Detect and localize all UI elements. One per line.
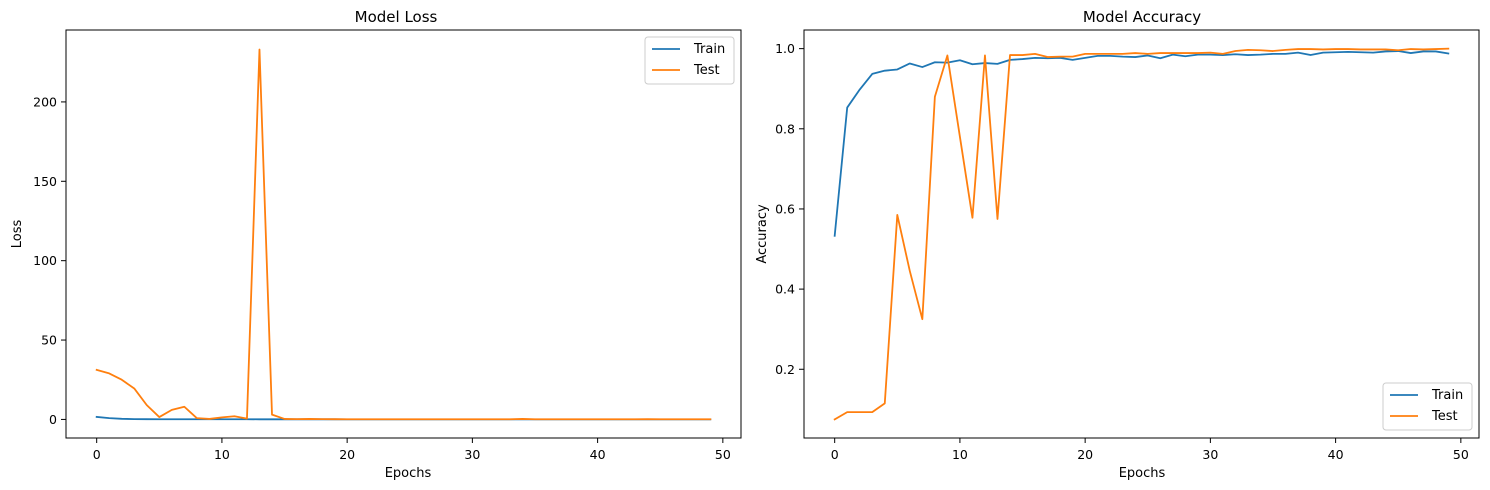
- loss-chart-title: Model Loss: [355, 8, 438, 26]
- accuracy-chart-frame: [803, 29, 1480, 439]
- accuracy-xtick-label-30: 30: [1202, 447, 1218, 462]
- accuracy-chart-title: Model Accuracy: [1083, 8, 1201, 26]
- loss-ytick-label-0: 0: [49, 412, 57, 427]
- loss-chart-ylabel: Loss: [10, 220, 25, 249]
- loss-ytick-label-1: 50: [41, 333, 57, 348]
- accuracy-legend-test-label: Test: [1431, 409, 1458, 424]
- loss-series-test-line: [95, 48, 712, 421]
- loss-ytick-label-3: 150: [33, 174, 57, 189]
- loss-chart-xlabel: Epochs: [385, 466, 432, 481]
- accuracy-ytick-label-1: 0.4: [775, 282, 795, 297]
- accuracy-chart-xlabel: Epochs: [1119, 466, 1166, 481]
- loss-chart-ticks: 0 10 20 30 40 50 0 50 100 150 200: [33, 94, 731, 462]
- loss-xtick-label-50: 50: [715, 447, 731, 462]
- accuracy-xtick-label-10: 10: [952, 447, 968, 462]
- accuracy-xtick-label-20: 20: [1077, 447, 1093, 462]
- accuracy-xtick-label-40: 40: [1328, 447, 1344, 462]
- accuracy-xtick-label-50: 50: [1453, 447, 1469, 462]
- accuracy-legend-train-label: Train: [1431, 388, 1463, 403]
- loss-chart: Model Loss 0 10 20 30 40 50 0 50 100 150 200 Epoch…: [10, 8, 742, 481]
- loss-xtick-label-0: 0: [93, 447, 101, 462]
- accuracy-xtick-label-0: 0: [831, 447, 839, 462]
- accuracy-chart-ylabel: Accuracy: [755, 204, 770, 264]
- accuracy-ytick-label-3: 0.8: [775, 121, 795, 136]
- loss-chart-frame: [65, 29, 742, 439]
- loss-xtick-label-10: 10: [214, 447, 230, 462]
- loss-legend-train-label: Train: [693, 42, 725, 57]
- loss-legend-test-label: Test: [693, 63, 720, 78]
- accuracy-ytick-label-4: 1.0: [775, 41, 795, 56]
- loss-chart-legend: Train Test: [644, 36, 735, 85]
- accuracy-chart: Model Accuracy 0 10 20 30 40 50 0.2 0.4 0.6 0.8 1.…: [755, 8, 1480, 481]
- loss-ytick-label-2: 100: [33, 253, 57, 268]
- accuracy-ytick-label-2: 0.6: [775, 201, 795, 216]
- accuracy-series-train-line: [833, 50, 1450, 237]
- accuracy-chart-lines: [833, 47, 1450, 421]
- loss-xtick-label-30: 30: [464, 447, 480, 462]
- loss-xtick-label-20: 20: [339, 447, 355, 462]
- loss-xtick-label-40: 40: [590, 447, 606, 462]
- accuracy-chart-ticks: 0 10 20 30 40 50 0.2 0.4 0.6 0.8 1.0: [775, 41, 1469, 462]
- loss-chart-lines: [95, 48, 712, 421]
- loss-ytick-label-4: 200: [33, 94, 57, 109]
- accuracy-series-test-line: [833, 47, 1450, 421]
- accuracy-ytick-label-0: 0.2: [775, 362, 795, 377]
- accuracy-chart-legend: Train Test: [1382, 382, 1473, 431]
